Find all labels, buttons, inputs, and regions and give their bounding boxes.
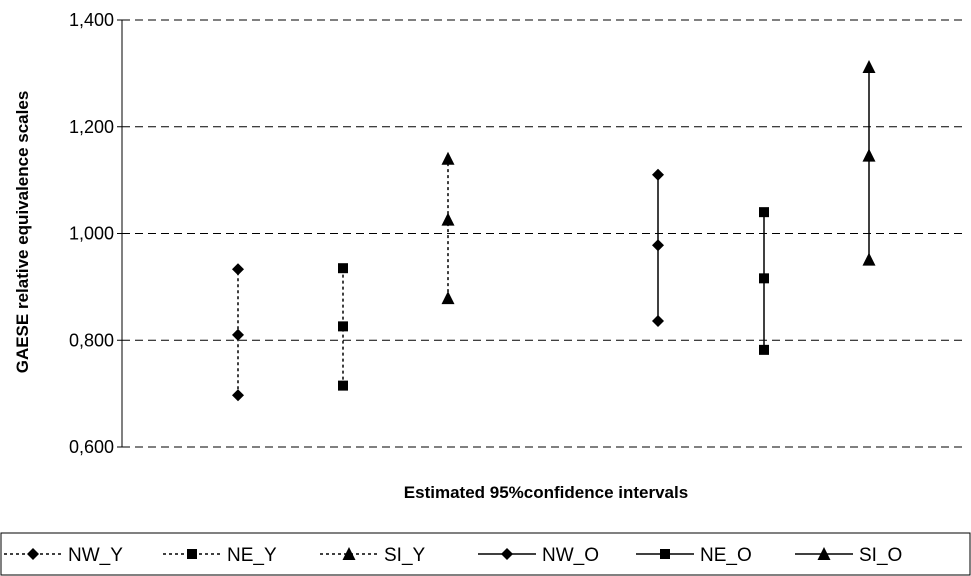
legend-marker <box>660 549 670 559</box>
series-si-y <box>441 151 455 305</box>
series-si-o <box>862 59 876 266</box>
data-point <box>441 151 455 165</box>
data-point <box>441 212 455 226</box>
series-nw-y <box>232 263 244 402</box>
legend-label: NW_O <box>542 545 599 566</box>
data-point <box>652 239 664 252</box>
legend-marker <box>27 548 39 560</box>
data-point <box>338 380 348 391</box>
legend-marker <box>342 547 356 560</box>
legend: NW_Y NE_Y SI_Y NW_O NE_O SI_O <box>0 532 971 576</box>
y-tick-label: 1,400 <box>69 10 114 30</box>
y-tick-labels: 0,600 0,800 1,000 1,200 1,400 <box>69 10 122 457</box>
grid-lines <box>122 19 966 448</box>
data-point <box>338 263 348 274</box>
legend-label: NW_Y <box>68 545 123 566</box>
data-point <box>759 344 769 355</box>
legend-label: SI_Y <box>384 545 426 566</box>
legend-item: NW_O <box>478 545 599 566</box>
data-point <box>441 291 455 305</box>
legend-label: NE_Y <box>227 545 277 566</box>
data-point <box>759 207 769 218</box>
legend-item: SI_O <box>795 545 902 566</box>
data-point <box>232 328 244 341</box>
x-axis-title: Estimated 95%confidence intervals <box>404 483 688 502</box>
data-series <box>232 59 876 402</box>
data-point <box>862 59 876 73</box>
series-nw-o <box>652 168 664 328</box>
legend-marker <box>817 547 831 560</box>
data-point <box>862 252 876 266</box>
data-point <box>232 263 244 276</box>
data-point <box>652 168 664 181</box>
y-axis-title: GAESE relative equivalence scales <box>13 91 32 374</box>
legend-item: NE_Y <box>163 545 277 566</box>
legend-label: SI_O <box>859 545 902 566</box>
data-point <box>338 321 348 332</box>
legend-label: NE_O <box>700 545 752 566</box>
legend-marker <box>501 548 513 560</box>
legend-marker <box>187 549 197 559</box>
legend-item: SI_Y <box>320 545 426 566</box>
data-point <box>652 315 664 328</box>
y-tick-label: 1,000 <box>69 224 114 244</box>
y-tick-label: 0,600 <box>69 437 114 457</box>
y-tick-label: 1,200 <box>69 117 114 137</box>
data-point <box>759 273 769 284</box>
y-tick-label: 0,800 <box>69 330 114 350</box>
data-point <box>232 389 244 402</box>
legend-item: NE_O <box>636 545 752 566</box>
legend-item: NW_Y <box>4 545 123 566</box>
data-point <box>862 148 876 162</box>
series-ne-y <box>338 263 348 391</box>
series-ne-o <box>759 207 769 355</box>
